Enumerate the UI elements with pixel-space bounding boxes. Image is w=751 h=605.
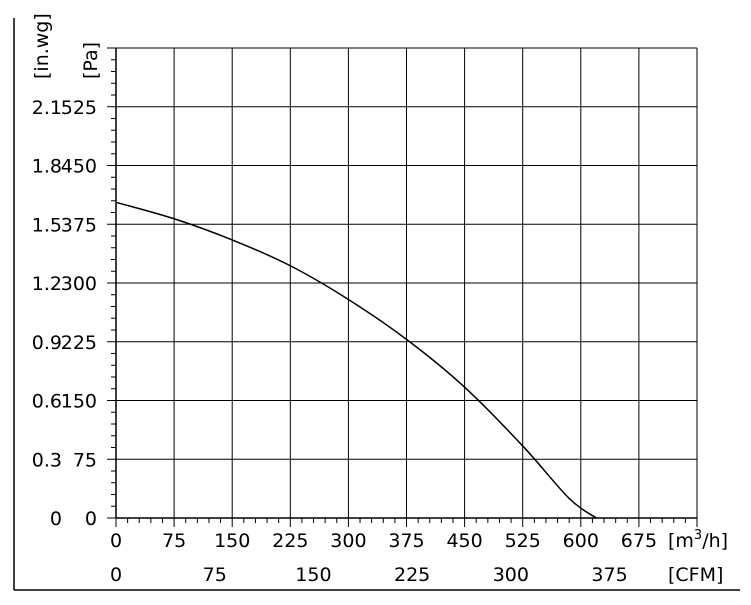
x-tick-label: 600	[563, 530, 599, 552]
y2-axis-label: [in.wg]	[31, 13, 53, 79]
x2-tick-label: 300	[493, 564, 529, 586]
x-tick-label: 75	[162, 530, 186, 552]
x-tick-label: 0	[110, 530, 122, 552]
y-tick-label: 525	[61, 97, 97, 119]
y-tick-label: 450	[61, 156, 97, 178]
y-tick-label: 150	[61, 391, 97, 413]
y2-tick-label: 0.3	[32, 449, 62, 471]
x2-tick-label: 75	[203, 564, 227, 586]
x-axis-label: [m3/h]	[668, 528, 728, 552]
x2-tick-label: 225	[394, 564, 430, 586]
y2-tick-label: 1.2	[32, 273, 62, 295]
y-tick-label: 300	[61, 273, 97, 295]
y-axis-label: [Pa]	[80, 42, 102, 79]
x2-tick-label: 375	[591, 564, 627, 586]
y2-tick-label: 0.9	[32, 332, 62, 354]
y2-tick-label: 0	[50, 508, 62, 530]
y2-tick-label: 2.1	[32, 97, 62, 119]
x-tick-label: 450	[446, 530, 482, 552]
grid-lines	[116, 47, 698, 518]
y2-tick-label: 1.5	[32, 214, 62, 236]
y-tick-label: 75	[73, 449, 97, 471]
x-tick-label: 150	[214, 530, 250, 552]
y2-tick-label: 1.8	[32, 156, 62, 178]
x2-tick-label: 0	[110, 564, 122, 586]
x-tick-label: 225	[272, 530, 308, 552]
y-tick-label: 0	[85, 508, 97, 530]
x2-axis-label: [CFM]	[668, 564, 723, 586]
x2-tick-label: 150	[295, 564, 331, 586]
series-group	[115, 201, 597, 519]
axes	[13, 18, 740, 591]
y-tick-label: 225	[61, 332, 97, 354]
x-tick-label: 375	[388, 530, 424, 552]
y2-tick-label: 0.6	[32, 391, 62, 413]
y-tick-label: 375	[61, 214, 97, 236]
minor-ticks	[107, 47, 698, 527]
tick-labels: 0 75 150 225 300 375 450 525 0 0.3 0.6 0.9 1.2 1.5 1.8…	[31, 13, 728, 586]
x-tick-label: 525	[505, 530, 541, 552]
x-tick-label: 675	[621, 530, 657, 552]
series-line-0	[115, 201, 597, 519]
x-tick-label: 300	[330, 530, 366, 552]
